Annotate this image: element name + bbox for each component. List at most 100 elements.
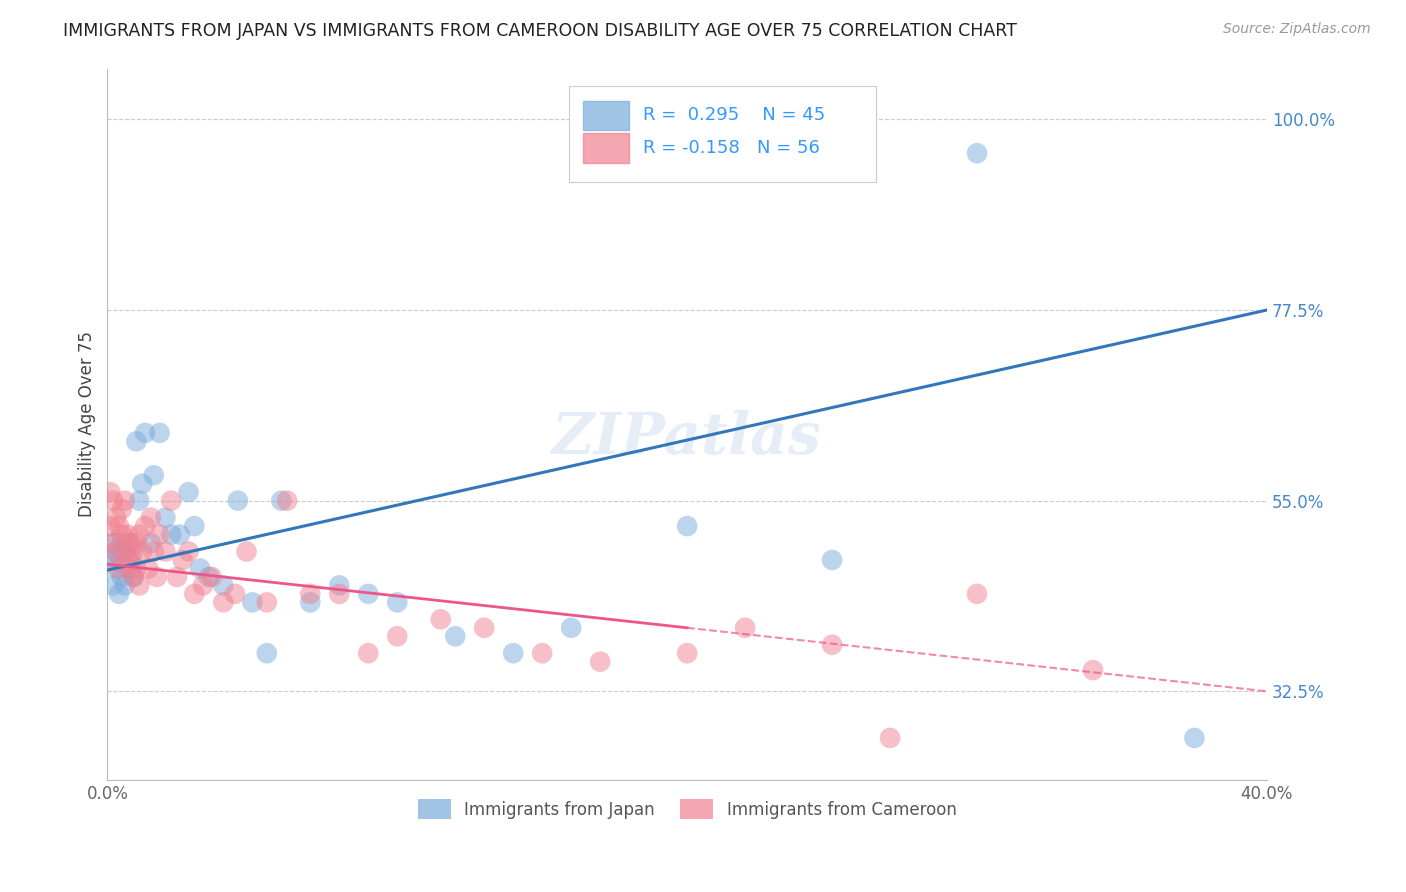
Point (387, 629, 409, 643)
Point (111, 570, 134, 584)
Point (105, 510, 128, 524)
Point (122, 544, 145, 558)
Point (98, 485, 121, 500)
Point (125, 434, 148, 449)
Point (111, 527, 134, 541)
Point (299, 587, 322, 601)
Point (122, 570, 145, 584)
Point (114, 544, 136, 558)
Point (160, 493, 183, 508)
Point (108, 553, 131, 567)
Bar (582, 101, 628, 130)
Text: ZIPatlas: ZIPatlas (553, 410, 823, 467)
Point (148, 425, 170, 440)
Point (191, 578, 214, 592)
Point (117, 527, 139, 541)
Point (148, 527, 170, 541)
Point (134, 519, 156, 533)
Point (183, 519, 205, 533)
Point (169, 527, 191, 541)
Point (145, 570, 167, 584)
Point (114, 544, 136, 558)
Point (131, 476, 153, 491)
Point (589, 655, 612, 669)
Point (357, 587, 380, 601)
Text: IMMIGRANTS FROM JAPAN VS IMMIGRANTS FROM CAMEROON DISABILITY AGE OVER 75 CORRELA: IMMIGRANTS FROM JAPAN VS IMMIGRANTS FROM… (63, 22, 1017, 40)
Point (105, 544, 128, 558)
Point (128, 578, 150, 592)
Point (155, 544, 177, 558)
Point (357, 646, 380, 660)
Point (821, 638, 844, 652)
Point (136, 561, 159, 575)
Point (128, 493, 150, 508)
Point (472, 621, 495, 635)
Point (299, 595, 322, 609)
Point (1081, 663, 1104, 677)
Point (105, 561, 128, 575)
Bar (582, 133, 628, 163)
Point (188, 561, 211, 575)
Point (155, 510, 177, 524)
Point (966, 146, 988, 161)
Point (111, 536, 134, 550)
Point (502, 646, 524, 660)
Point (98, 553, 121, 567)
Point (101, 536, 124, 550)
Point (125, 536, 148, 550)
Point (117, 536, 139, 550)
Point (98, 519, 121, 533)
Point (235, 544, 257, 558)
Point (108, 587, 131, 601)
Point (125, 561, 148, 575)
Point (142, 468, 165, 483)
Point (328, 587, 350, 601)
Point (270, 493, 292, 508)
Text: R = -0.158   N = 56: R = -0.158 N = 56 (643, 139, 820, 157)
Point (108, 561, 131, 575)
Point (734, 621, 756, 635)
Point (966, 587, 988, 601)
Point (108, 519, 131, 533)
Point (122, 570, 145, 584)
Point (101, 578, 124, 592)
Point (676, 519, 699, 533)
Point (120, 536, 142, 550)
Legend: Immigrants from Japan, Immigrants from Cameroon: Immigrants from Japan, Immigrants from C… (411, 793, 963, 825)
Point (134, 425, 156, 440)
Point (444, 629, 467, 643)
Point (183, 587, 205, 601)
Point (128, 527, 150, 541)
Point (429, 612, 451, 626)
FancyBboxPatch shape (569, 87, 876, 182)
Point (142, 544, 165, 558)
Point (531, 646, 554, 660)
Point (160, 527, 183, 541)
Point (226, 493, 249, 508)
Point (101, 493, 124, 508)
Point (328, 578, 350, 592)
Point (111, 502, 134, 516)
Point (256, 595, 278, 609)
Point (114, 493, 136, 508)
Point (256, 646, 278, 660)
Text: Source: ZipAtlas.com: Source: ZipAtlas.com (1223, 22, 1371, 37)
Point (879, 731, 901, 745)
Point (166, 570, 188, 584)
Point (212, 578, 235, 592)
Point (105, 544, 128, 558)
Point (212, 595, 235, 609)
Point (101, 536, 124, 550)
Point (201, 570, 224, 584)
Text: R =  0.295    N = 45: R = 0.295 N = 45 (643, 106, 825, 125)
Point (198, 570, 221, 584)
Point (821, 553, 844, 567)
Point (240, 595, 263, 609)
Point (276, 493, 298, 508)
Point (387, 595, 409, 609)
Point (224, 587, 246, 601)
Point (560, 621, 582, 635)
Point (117, 553, 139, 567)
Point (177, 485, 200, 500)
Point (117, 561, 139, 575)
